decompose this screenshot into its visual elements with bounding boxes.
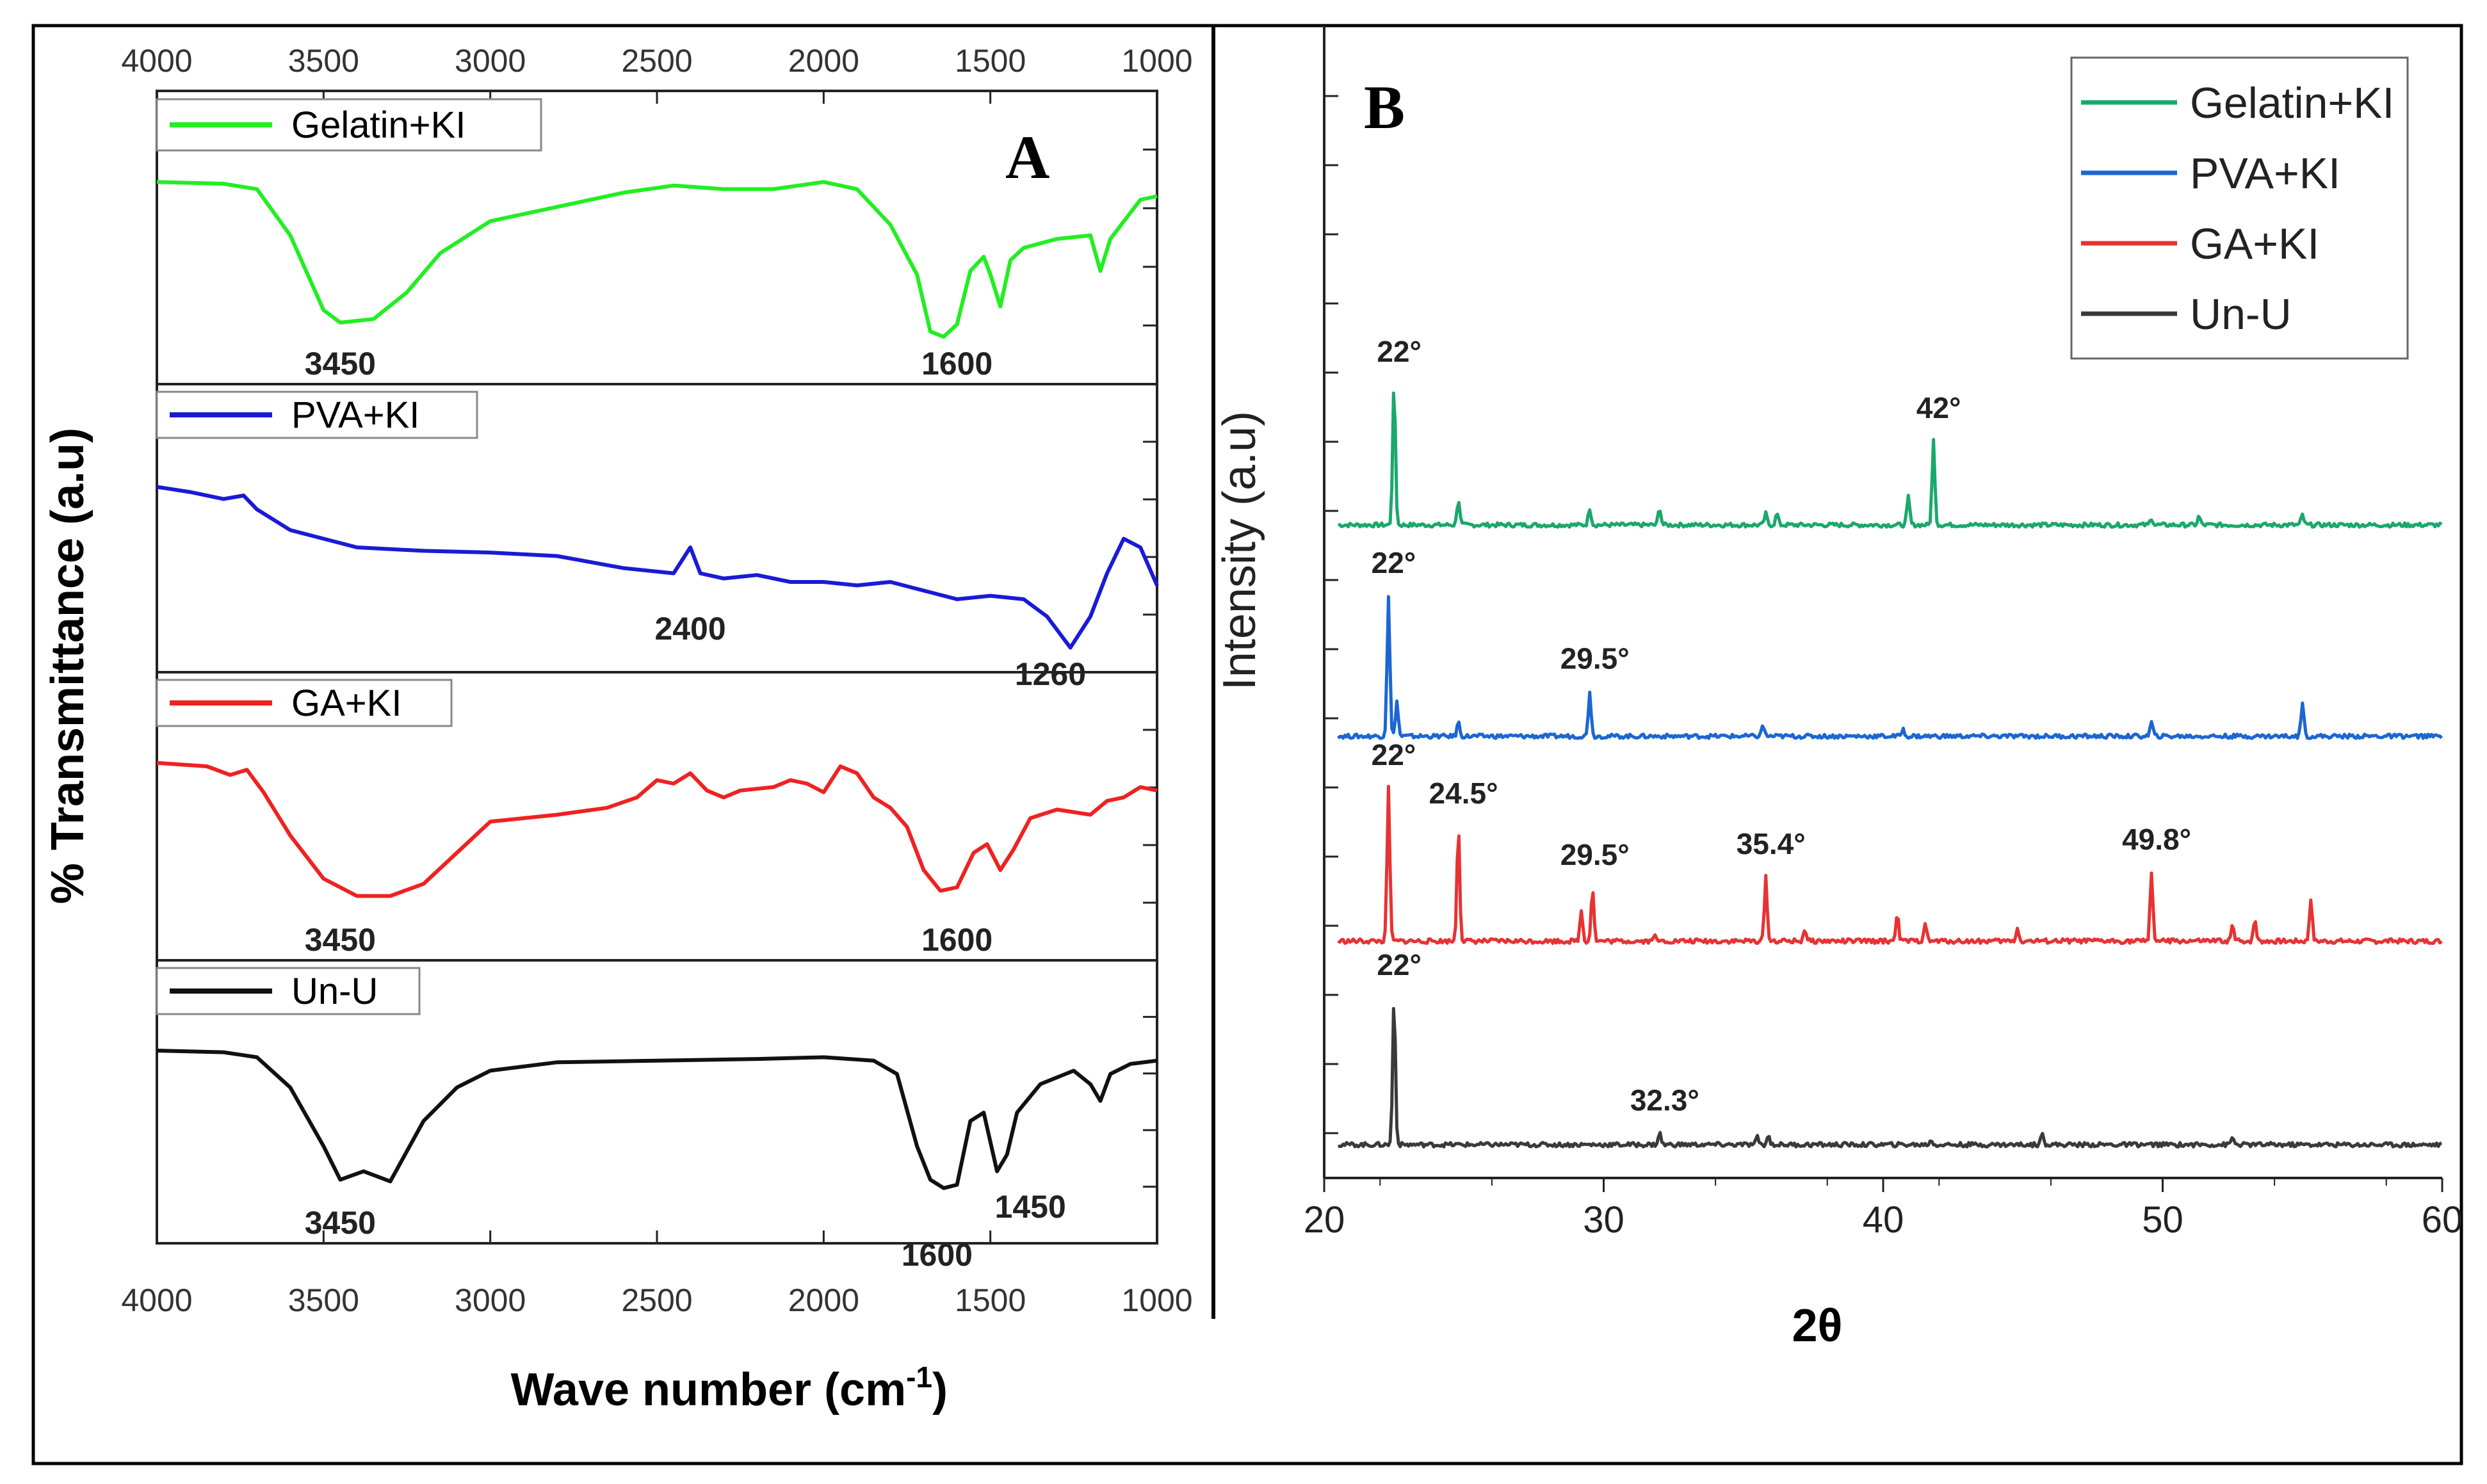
peak-label: 22° [1377,948,1422,981]
x-tick-label-bottom: 4000 [121,1282,192,1318]
panel-a-series: 3450 1600 2400 1260 3450 1600 3450 1600 1450 [156,149,1159,1273]
peak-label: 32.3° [1630,1084,1699,1117]
peak-label: 3450 [305,346,376,382]
panel-a-label: A [1005,123,1049,191]
x-tick-label-top: 3000 [455,43,526,79]
peak-label: 2400 [654,611,725,647]
xrd-pattern-ga-ki [1337,784,2443,946]
x-tick-label: 20 [1304,1199,1345,1241]
x-tick-label: 60 [2422,1199,2463,1241]
xrd-pattern-un-u [1338,1006,2443,1149]
x-tick-label-bottom: 1000 [1121,1282,1192,1318]
peak-label: 49.8° [2122,823,2191,856]
xrd-pattern-gelatin-ki [1338,391,2443,529]
panel-a-plot-frame [156,90,1158,1245]
spectrum-line-pva-ki [156,485,1159,650]
panel-b: 20 30 40 50 60 22° 42° 22° 29.5° 22° 24.5° 29.5° 35… [1214,26,2463,1351]
xrd-pattern-pva-ki [1336,595,2443,740]
spectrum-line-ga-ki [156,761,1158,898]
peak-label: 1600 [921,346,992,382]
panel-b-series: 22° 42° 22° 29.5° 22° 24.5° 29.5° 35.4° 49.8° 22°… [1336,335,2443,1149]
peak-label: 35.4° [1737,827,1806,860]
x-tick-label-bottom: 3500 [288,1282,359,1318]
panel-a-x-axis-label: Wave number (cm-1) [511,1360,948,1415]
peak-label: 3450 [305,1205,376,1241]
peak-label: 1450 [995,1189,1066,1225]
legend-entry: PVA+KI [291,394,419,436]
panel-b-legend: Gelatin+KI PVA+KI GA+KI Un-U [2081,79,2394,339]
legend-entry: PVA+KI [2190,149,2340,198]
legend-entry: Gelatin+KI [2190,79,2394,127]
panel-a: 4000 4000 3500 3500 3000 3000 2500 2500 2000 2000… [42,43,1193,1415]
x-tick-label-top: 1000 [1121,43,1192,79]
x-tick-label: 40 [1863,1199,1904,1241]
legend-entry: GA+KI [291,682,401,724]
legend-entry: GA+KI [2190,220,2319,268]
x-tick-label-top: 4000 [121,43,192,79]
panel-b-legend-box [2070,56,2409,360]
x-tick-label-bottom: 1500 [955,1282,1026,1318]
x-tick-label-top: 1500 [955,43,1026,79]
peak-label: 3450 [305,922,376,958]
peak-label: 22° [1372,738,1416,771]
peak-label: 22° [1372,546,1416,579]
peak-label: 22° [1377,335,1422,368]
x-tick-label-bottom: 2500 [621,1282,692,1318]
peak-label: 1600 [921,922,992,958]
x-tick-label-bottom: 3000 [455,1282,526,1318]
spectrum-line-un-u [156,1049,1158,1190]
peak-label: 24.5° [1429,777,1498,810]
spectrum-line-gelatin-ki [156,180,1158,339]
legend-entry: Un-U [291,971,378,1012]
x-tick-label: 30 [1583,1199,1624,1241]
x-label-superscript: -1 [906,1360,932,1394]
panel-b-y-axis-label: Intensity (a.u) [1214,411,1265,690]
peak-label: 42° [1916,391,1961,424]
panel-b-label: B [1364,73,1405,141]
legend-entry: Un-U [2190,290,2292,339]
x-tick-label-bottom: 2000 [788,1282,859,1318]
panel-b-x-axis-label: 2θ [1792,1300,1843,1351]
panel-a-ticks: 4000 4000 3500 3500 3000 3000 2500 2500 2000 2000… [121,43,1192,1318]
x-tick-label-top: 3500 [288,43,359,79]
panel-a-y-axis-label: % Transmittance (a.u) [42,428,93,904]
x-tick-label: 50 [2142,1199,2183,1241]
peak-label: 29.5° [1560,642,1630,675]
legend-entry: Gelatin+KI [291,104,466,146]
peak-label: 1260 [1015,656,1086,692]
x-tick-label-top: 2000 [788,43,859,79]
x-label-close: ) [932,1364,948,1415]
x-tick-label-top: 2500 [621,43,692,79]
figure-frame [31,24,2463,1465]
panel-b-ticks: 20 30 40 50 60 [1304,95,2463,1241]
panel-a-legends: Gelatin+KI PVA+KI GA+KI Un-U [156,98,542,1015]
x-label-main: Wave number (cm [511,1364,906,1415]
peak-label: 29.5° [1560,838,1630,871]
peak-label: 1600 [902,1237,973,1273]
